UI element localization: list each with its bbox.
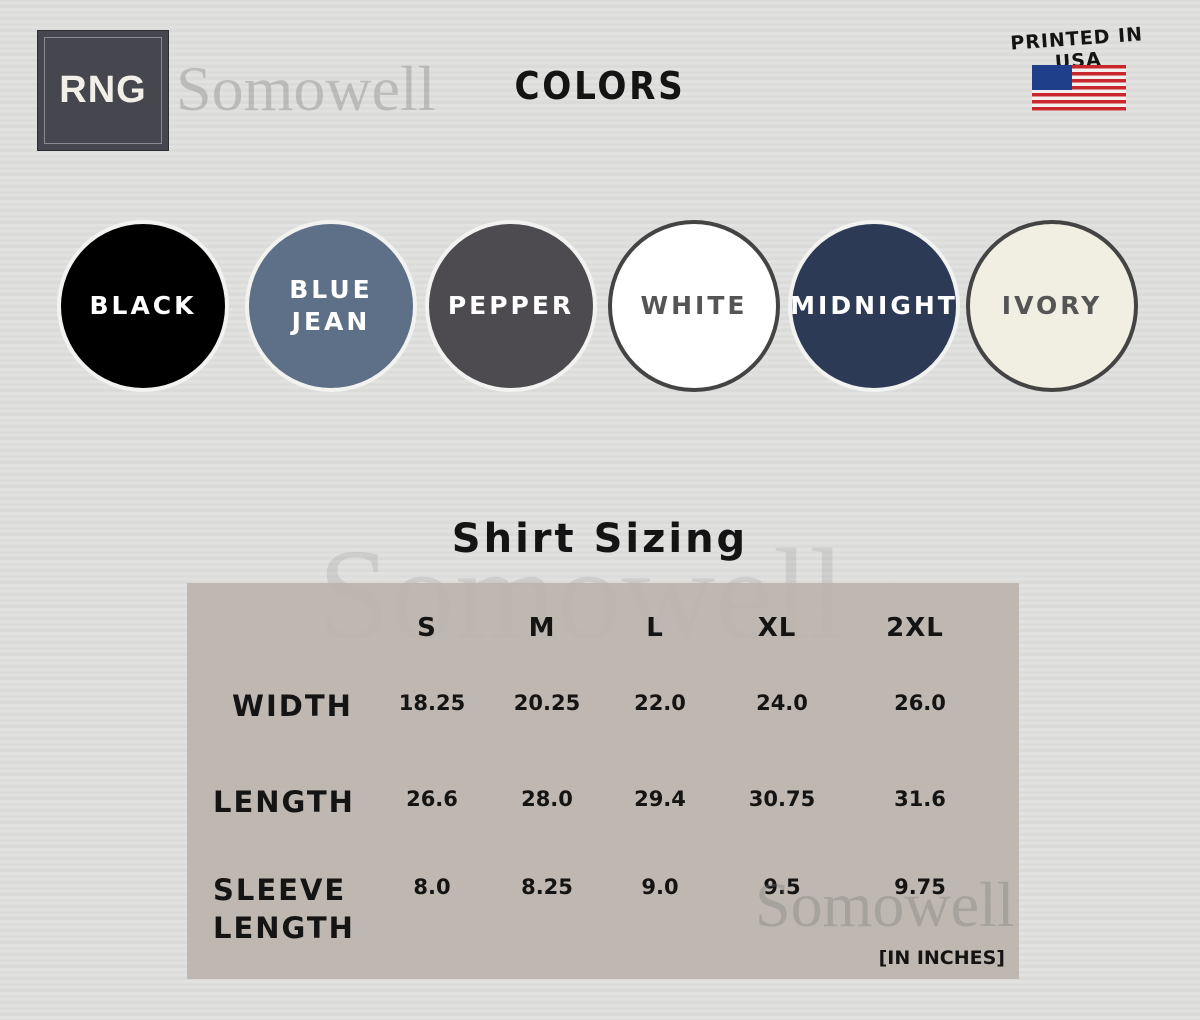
color-swatch-white: WHITE <box>608 220 780 392</box>
size-header: 2XL <box>886 613 944 643</box>
color-label: BLUE JEAN <box>289 275 373 336</box>
table-cell: 31.6 <box>894 787 946 811</box>
colors-title: COLORS <box>514 64 686 108</box>
table-cell: 24.0 <box>756 691 808 715</box>
size-header: S <box>417 613 437 643</box>
size-header: M <box>528 613 556 643</box>
color-label: IVORY <box>1001 291 1103 320</box>
color-swatch-black: BLACK <box>57 220 229 392</box>
us-flag-icon <box>1032 65 1126 111</box>
color-swatch-pepper: PEPPER <box>425 220 597 392</box>
table-cell: 18.25 <box>398 691 466 715</box>
row-label: LENGTH <box>213 785 355 819</box>
row-label: SLEEVE LENGTH <box>213 873 355 945</box>
table-cell: 26.0 <box>894 691 946 715</box>
color-label: WHITE <box>640 291 748 320</box>
size-chart-table: [IN INCHES] S M L XL 2XL WIDTH 18.25 20.25 22.0 2… <box>187 583 1019 979</box>
color-label: MIDNIGHT <box>790 291 958 320</box>
table-cell: 28.0 <box>521 787 573 811</box>
table-cell: 9.75 <box>894 875 946 899</box>
row-label: WIDTH <box>232 689 353 723</box>
size-header: XL <box>757 613 797 643</box>
table-cell: 30.75 <box>748 787 816 811</box>
table-cell: 29.4 <box>634 787 686 811</box>
watermark: Somowell <box>176 53 436 124</box>
table-cell: 20.25 <box>513 691 581 715</box>
sizing-title: Shirt Sizing <box>451 516 749 562</box>
table-cell: 9.0 <box>641 875 679 899</box>
watermark: Somowell <box>755 869 1015 940</box>
rng-logo: RNG <box>37 30 169 151</box>
table-cell: 26.6 <box>406 787 458 811</box>
color-label: BLACK <box>89 291 197 320</box>
color-swatch-midnight: MIDNIGHT <box>788 220 960 392</box>
color-swatch-ivory: IVORY <box>966 220 1138 392</box>
units-note: [IN INCHES] <box>878 947 1005 969</box>
table-cell: 9.5 <box>763 875 801 899</box>
table-cell: 22.0 <box>634 691 686 715</box>
table-cell: 8.0 <box>413 875 451 899</box>
color-label: PEPPER <box>447 291 575 320</box>
color-swatch-blue-jean: BLUE JEAN <box>245 220 417 392</box>
size-header: L <box>646 613 664 643</box>
table-cell: 8.25 <box>521 875 573 899</box>
printed-in-usa-badge: PRINTED IN USA <box>990 23 1165 111</box>
logo-text: RNG <box>59 69 147 111</box>
